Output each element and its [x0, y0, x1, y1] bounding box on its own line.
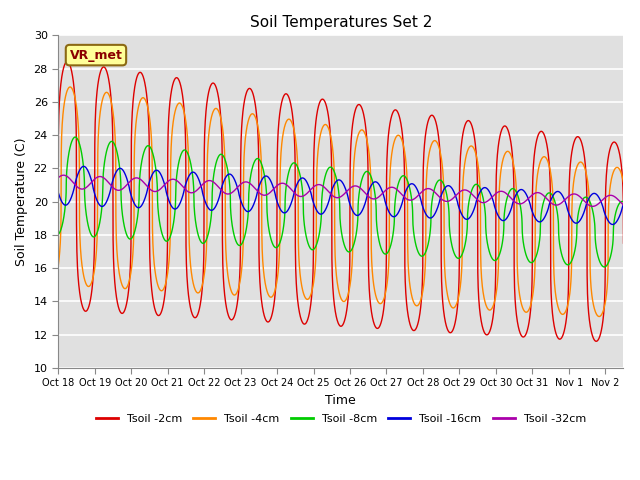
Tsoil -32cm [54, 175, 62, 180]
Tsoil -2cm [271, 291, 279, 297]
Tsoil -16cm [152, 168, 160, 173]
Tsoil -2cm [63, 59, 71, 64]
Tsoil -2cm [152, 311, 160, 316]
Tsoil -2cm [609, 140, 616, 146]
Tsoil -32cm [589, 204, 596, 209]
Tsoil -32cm [271, 184, 279, 190]
Line: Tsoil -4cm: Tsoil -4cm [58, 87, 623, 316]
Tsoil -4cm [54, 263, 62, 269]
Tsoil -4cm [67, 84, 74, 90]
Tsoil -8cm [54, 231, 62, 237]
Text: VR_met: VR_met [70, 48, 122, 61]
Tsoil -32cm [119, 186, 127, 192]
Tsoil -16cm [548, 195, 556, 201]
Tsoil -16cm [609, 222, 616, 228]
Tsoil -2cm [593, 338, 600, 344]
Tsoil -4cm [548, 178, 556, 183]
Tsoil -16cm [271, 192, 279, 197]
Tsoil -16cm [119, 167, 127, 173]
Tsoil -4cm [296, 267, 303, 273]
Tsoil -8cm [71, 134, 79, 140]
Tsoil -8cm [548, 192, 556, 197]
Title: Soil Temperatures Set 2: Soil Temperatures Set 2 [250, 15, 432, 30]
Line: Tsoil -32cm: Tsoil -32cm [58, 175, 623, 206]
Tsoil -4cm [595, 313, 603, 319]
Tsoil -4cm [620, 180, 627, 185]
Tsoil -2cm [54, 182, 62, 188]
Tsoil -4cm [271, 287, 279, 293]
Tsoil -8cm [152, 171, 160, 177]
Y-axis label: Soil Temperature (C): Soil Temperature (C) [15, 137, 28, 266]
Line: Tsoil -8cm: Tsoil -8cm [58, 137, 623, 267]
Tsoil -32cm [620, 202, 627, 208]
Tsoil -2cm [620, 240, 627, 246]
Tsoil -32cm [609, 193, 616, 199]
Tsoil -32cm [60, 172, 67, 178]
Legend: Tsoil -2cm, Tsoil -4cm, Tsoil -8cm, Tsoil -16cm, Tsoil -32cm: Tsoil -2cm, Tsoil -4cm, Tsoil -8cm, Tsoi… [92, 410, 590, 429]
Tsoil -2cm [296, 311, 303, 316]
Tsoil -4cm [119, 284, 127, 289]
Tsoil -32cm [152, 189, 160, 194]
Tsoil -2cm [119, 310, 127, 316]
X-axis label: Time: Time [326, 394, 356, 407]
Line: Tsoil -2cm: Tsoil -2cm [58, 61, 623, 341]
Tsoil -4cm [152, 276, 160, 282]
Tsoil -4cm [609, 171, 616, 177]
Tsoil -16cm [54, 190, 62, 195]
Tsoil -8cm [609, 241, 616, 247]
Tsoil -16cm [609, 222, 616, 228]
Tsoil -8cm [271, 244, 279, 250]
Line: Tsoil -16cm: Tsoil -16cm [58, 167, 623, 225]
Tsoil -16cm [620, 202, 627, 207]
Tsoil -32cm [296, 193, 303, 199]
Tsoil -16cm [296, 177, 303, 182]
Tsoil -2cm [548, 301, 556, 307]
Tsoil -8cm [296, 171, 303, 177]
Tsoil -32cm [548, 201, 556, 206]
Tsoil -16cm [80, 164, 88, 169]
Tsoil -8cm [620, 199, 627, 205]
Tsoil -8cm [600, 264, 608, 270]
Tsoil -8cm [119, 215, 127, 221]
